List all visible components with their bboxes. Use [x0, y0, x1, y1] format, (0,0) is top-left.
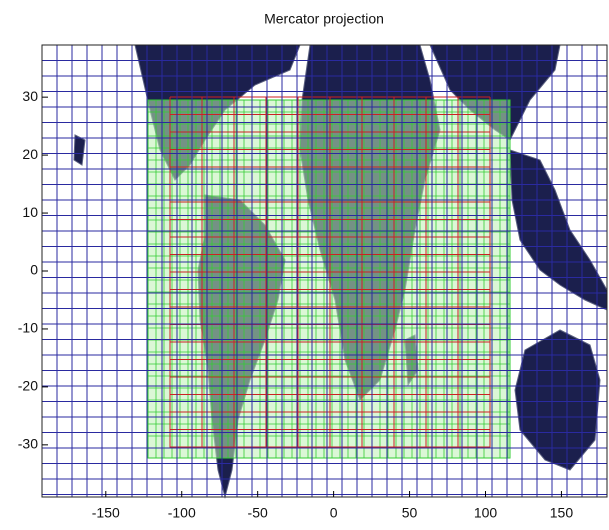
chart: Mercator projection -150-100-50050100150…	[0, 0, 609, 530]
x-tick-label: 100	[474, 505, 498, 521]
y-tick-label: 10	[22, 204, 38, 220]
x-tick-label: -100	[168, 505, 196, 521]
chart-title: Mercator projection	[264, 11, 384, 27]
y-tick-label: -20	[18, 378, 38, 394]
y-tick-label: -30	[18, 436, 38, 452]
x-tick-label: 0	[330, 505, 338, 521]
x-tick-label: -50	[248, 505, 268, 521]
page: Mercator projection -150-100-50050100150…	[0, 0, 609, 530]
y-tick-label: -10	[18, 320, 38, 336]
x-tick-label: -150	[92, 505, 120, 521]
y-tick-label: 30	[22, 88, 38, 104]
x-tick-label: 150	[550, 505, 574, 521]
y-tick-label: 0	[30, 262, 38, 278]
y-tick-label: 20	[22, 146, 38, 162]
x-tick-label: 50	[402, 505, 418, 521]
